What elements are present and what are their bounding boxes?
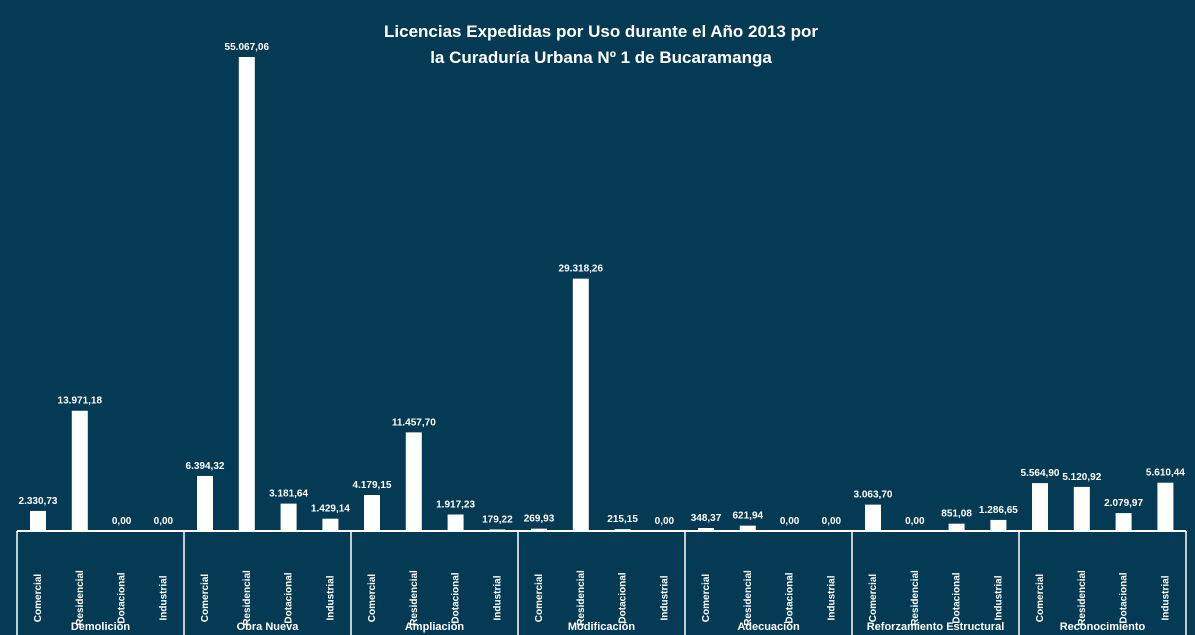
bar xyxy=(1157,482,1174,531)
bar xyxy=(698,528,714,531)
data-label: 5.610,44 xyxy=(1146,468,1185,479)
group-label: Obra Nueva xyxy=(237,621,300,633)
data-label: 2.079,97 xyxy=(1104,498,1143,509)
data-label: 6.394,32 xyxy=(186,461,225,472)
bar xyxy=(990,519,1007,531)
data-label: 1.286,65 xyxy=(979,505,1018,516)
data-label: 13.971,18 xyxy=(58,396,103,407)
bar xyxy=(614,529,631,531)
bar xyxy=(197,475,213,531)
data-label: 0,00 xyxy=(655,516,675,527)
chart-title-line-1: Licencias Expedidas por Uso durante el A… xyxy=(384,22,818,41)
tick-label: Dotacional xyxy=(284,572,295,623)
data-label: 5.564,90 xyxy=(1021,468,1060,479)
tick-label: Comercial xyxy=(868,574,879,623)
tick-label: Industrial xyxy=(1160,575,1171,620)
group-label: Ampliación xyxy=(405,621,465,633)
tick-label: Industrial xyxy=(158,575,169,620)
data-label: 269,93 xyxy=(524,514,555,525)
data-label: 0,00 xyxy=(905,516,925,527)
bar xyxy=(1073,486,1090,531)
tick-label: Comercial xyxy=(200,574,211,623)
tick-label: Residencial xyxy=(576,570,587,626)
data-label: 215,15 xyxy=(607,514,638,525)
tick-label: Dotacional xyxy=(117,572,128,623)
plot-area: 2.330,73 Comercial 13.971,18 Residencial 0,0… xyxy=(16,42,1187,635)
data-label: 29.318,26 xyxy=(559,264,604,275)
bar xyxy=(405,432,422,531)
group-label: Adecuación xyxy=(737,621,800,633)
tick-label: Dotacional xyxy=(1119,572,1130,623)
tick-label: Industrial xyxy=(492,575,503,620)
data-label: 3.181,64 xyxy=(269,489,308,500)
tick-label: Comercial xyxy=(1035,574,1046,623)
bar xyxy=(948,523,965,531)
tick-label: Comercial xyxy=(534,574,545,623)
tick-label: Dotacional xyxy=(785,572,796,623)
data-label: 348,37 xyxy=(691,513,722,524)
bar xyxy=(1032,483,1048,531)
data-label: 851,08 xyxy=(941,509,972,520)
bar xyxy=(447,514,464,531)
tick-label: Residencial xyxy=(242,570,253,626)
data-label: 0,00 xyxy=(780,516,800,527)
group-label: Demolición xyxy=(71,621,131,633)
data-label: 4.179,15 xyxy=(353,480,392,491)
bar xyxy=(71,410,88,531)
chart-title-line-2: la Curaduría Urbana Nº 1 de Bucaramanga xyxy=(430,48,772,67)
bar xyxy=(1115,513,1132,531)
tick-label: Dotacional xyxy=(618,572,629,623)
data-label: 1.917,23 xyxy=(436,499,475,510)
data-label: 1.429,14 xyxy=(311,504,350,515)
tick-label: Comercial xyxy=(367,574,378,623)
data-label: 11.457,70 xyxy=(392,417,436,428)
tick-label: Industrial xyxy=(826,575,837,620)
group-label: Reforzamiento Estructural xyxy=(867,621,1005,633)
tick-label: Dotacional xyxy=(451,572,462,623)
data-label: 621,94 xyxy=(733,511,764,522)
data-label: 0,00 xyxy=(154,516,174,527)
bar xyxy=(531,528,547,531)
tick-label: Dotacional xyxy=(952,572,963,623)
bar xyxy=(865,504,881,531)
tick-label: Residencial xyxy=(743,570,754,626)
tick-label: Residencial xyxy=(910,570,921,626)
bar xyxy=(572,278,589,531)
group-label: Reconocimiento xyxy=(1060,621,1146,633)
bar xyxy=(280,503,297,531)
bar xyxy=(30,510,46,531)
data-label: 0,00 xyxy=(112,516,132,527)
tick-label: Industrial xyxy=(659,575,670,620)
tick-label: Industrial xyxy=(325,575,336,620)
data-label: 2.330,73 xyxy=(19,496,58,507)
bar xyxy=(238,57,255,531)
bar xyxy=(489,529,506,531)
data-label: 179,22 xyxy=(482,514,513,525)
data-label: 5.120,92 xyxy=(1062,472,1101,483)
tick-label: Residencial xyxy=(1077,570,1088,626)
tick-label: Comercial xyxy=(33,574,44,623)
bar xyxy=(322,518,339,531)
data-label: 3.063,70 xyxy=(854,490,893,501)
data-label: 55.067,06 xyxy=(225,42,270,53)
tick-label: Residencial xyxy=(409,570,420,626)
group-label: Modificación xyxy=(568,621,636,633)
bar xyxy=(364,495,380,531)
data-label: 0,00 xyxy=(822,516,842,527)
tick-label: Comercial xyxy=(701,574,712,623)
tick-label: Industrial xyxy=(993,575,1004,620)
tick-label: Residencial xyxy=(75,570,86,626)
bar xyxy=(739,525,756,531)
